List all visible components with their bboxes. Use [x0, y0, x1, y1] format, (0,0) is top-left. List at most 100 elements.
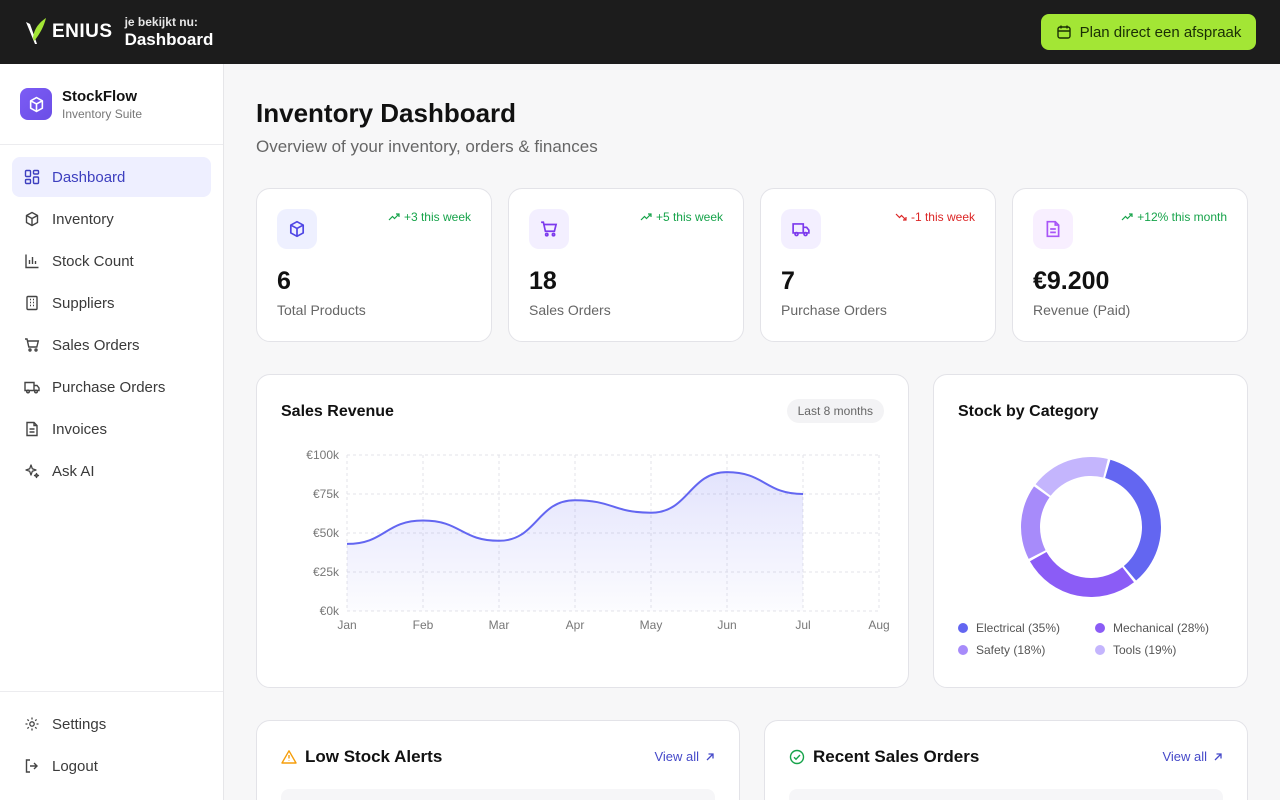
trend-text: +12% this month: [1137, 210, 1227, 224]
x-tick-label: May: [640, 618, 663, 632]
x-tick-label: Apr: [566, 618, 585, 632]
sidebar-item-sales-orders[interactable]: Sales Orders: [12, 325, 211, 365]
viewing-label: je bekijkt nu:: [124, 14, 198, 29]
donut-slice-tools[interactable]: [1035, 457, 1108, 496]
trend-text: -1 this week: [910, 210, 975, 224]
sidebar-item-ask-ai[interactable]: Ask AI: [12, 451, 211, 491]
check-circle-icon: [789, 749, 805, 765]
range-selector[interactable]: Last 8 months: [786, 399, 884, 423]
stat-value: 6: [277, 267, 291, 295]
legend-item: Tools (19%): [1095, 643, 1228, 657]
gear-icon: [25, 717, 39, 731]
sidebar-item-label: Dashboard: [52, 168, 126, 186]
legend-label: Safety (18%): [976, 643, 1046, 657]
page-title: Inventory Dashboard: [256, 98, 517, 128]
y-tick-label: €75k: [313, 487, 340, 501]
logout-icon: [25, 759, 38, 773]
x-tick-label: Jun: [717, 618, 736, 632]
stat-label: Revenue (Paid): [1033, 302, 1131, 318]
warning-icon: [281, 750, 297, 764]
cube-icon: [20, 88, 52, 120]
sidebar-item-suppliers[interactable]: Suppliers: [12, 283, 211, 323]
view-all-low-stock-link[interactable]: View all: [654, 749, 715, 764]
arrow-up-right-icon: [706, 752, 714, 760]
sidebar-item-settings[interactable]: Settings: [12, 704, 211, 744]
trend-up-icon: [388, 213, 400, 221]
legend-swatch: [958, 645, 968, 655]
brand-name: StockFlow: [62, 87, 138, 105]
truck-icon: [24, 381, 40, 394]
calendar-icon: [1056, 25, 1071, 39]
grid-icon: [24, 169, 40, 185]
legend-swatch: [958, 623, 968, 633]
sidebar-item-dashboard[interactable]: Dashboard: [12, 157, 211, 197]
link-label: View all: [654, 749, 699, 764]
sidebar-item-purchase-orders[interactable]: Purchase Orders: [12, 367, 211, 407]
sales-revenue-chart: €0k €25k €50k €75k €100k Jan Feb Mar Apr May Jun Ju…: [306, 448, 889, 632]
link-label: View all: [1162, 749, 1207, 764]
sidebar-item-label: Inventory: [52, 210, 114, 228]
sidebar-item-inventory[interactable]: Inventory: [12, 199, 211, 239]
document-icon: [1033, 209, 1073, 249]
plan-appointment-label: Plan direct een afspraak: [1079, 23, 1242, 41]
sales-revenue-card: Sales Revenue Last 8 months €0k €25k €50k €…: [256, 374, 909, 688]
stat-cards: +3 this week 6 Total Products +5 this we…: [256, 188, 1248, 342]
sparkles-icon: [25, 464, 40, 479]
building-icon: [26, 295, 38, 311]
stat-value: €9.200: [1033, 267, 1110, 295]
stat-card-sales-orders[interactable]: +5 this week 18 Sales Orders: [508, 188, 744, 342]
card-title: Low Stock Alerts: [305, 747, 443, 766]
sidebar: StockFlow Inventory Suite Dashboard Inve…: [0, 64, 224, 800]
venius-leaf-icon: [26, 18, 46, 44]
sidebar-item-stock-count[interactable]: Stock Count: [12, 241, 211, 281]
card-header: Recent Sales Orders: [789, 747, 979, 767]
y-tick-label: €50k: [313, 526, 340, 540]
sidebar-item-label: Stock Count: [52, 252, 134, 270]
bar-chart-icon: [25, 254, 39, 269]
stat-card-revenue[interactable]: +12% this month €9.200 Revenue (Paid): [1012, 188, 1248, 342]
venius-logo[interactable]: ENIUS: [24, 16, 113, 48]
box-icon: [277, 209, 317, 249]
main-content: Inventory Dashboard Overview of your inv…: [256, 64, 1248, 800]
card-title: Recent Sales Orders: [813, 747, 980, 766]
logo-text: ENIUS: [52, 21, 113, 42]
box-icon: [25, 211, 39, 227]
list-placeholder: [281, 789, 715, 800]
sidebar-item-label: Sales Orders: [52, 336, 140, 354]
trend-down-icon: [895, 213, 907, 221]
top-bar: ENIUS je bekijkt nu: Dashboard Plan dire…: [0, 0, 1280, 64]
donut-slice-mechanical[interactable]: [1029, 551, 1134, 597]
sidebar-item-label: Purchase Orders: [52, 378, 166, 396]
page-subtitle: Overview of your inventory, orders & fin…: [256, 137, 598, 156]
sidebar-item-logout[interactable]: Logout: [12, 746, 211, 786]
sidebar-item-label: Settings: [52, 715, 107, 733]
donut-slice-safety[interactable]: [1021, 486, 1050, 559]
y-tick-label: €100k: [306, 448, 340, 462]
donut-slice-electrical[interactable]: [1105, 459, 1161, 581]
trend-badge: +3 this week: [388, 210, 471, 224]
current-view: je bekijkt nu: Dashboard: [125, 15, 214, 50]
card-title: Stock by Category: [958, 403, 1099, 420]
chart-legend: Electrical (35%) Mechanical (28%) Safety (…: [958, 621, 1228, 657]
stat-label: Sales Orders: [529, 302, 611, 318]
recent-sales-orders-card: Recent Sales Orders View all: [764, 720, 1248, 800]
brand-header: StockFlow Inventory Suite: [0, 64, 223, 145]
plan-appointment-button[interactable]: Plan direct een afspraak: [1041, 14, 1256, 50]
legend-item: Mechanical (28%): [1095, 621, 1228, 635]
sidebar-footer: Settings Logout: [0, 691, 223, 800]
sidebar-item-invoices[interactable]: Invoices: [12, 409, 211, 449]
stat-value: 7: [781, 267, 795, 295]
cart-icon: [529, 209, 569, 249]
legend-label: Tools (19%): [1113, 643, 1177, 657]
stat-card-total-products[interactable]: +3 this week 6 Total Products: [256, 188, 492, 342]
trend-text: +3 this week: [403, 210, 471, 224]
sidebar-item-label: Ask AI: [52, 462, 95, 480]
stat-card-purchase-orders[interactable]: -1 this week 7 Purchase Orders: [760, 188, 996, 342]
brand-subtitle: Inventory Suite: [62, 106, 143, 121]
stat-value: 18: [529, 267, 557, 295]
arrow-up-right-icon: [1214, 752, 1222, 760]
y-tick-label: €0k: [320, 604, 340, 618]
viewing-value: Dashboard: [124, 29, 214, 49]
legend-swatch: [1095, 623, 1105, 633]
view-all-sales-orders-link[interactable]: View all: [1162, 749, 1223, 764]
